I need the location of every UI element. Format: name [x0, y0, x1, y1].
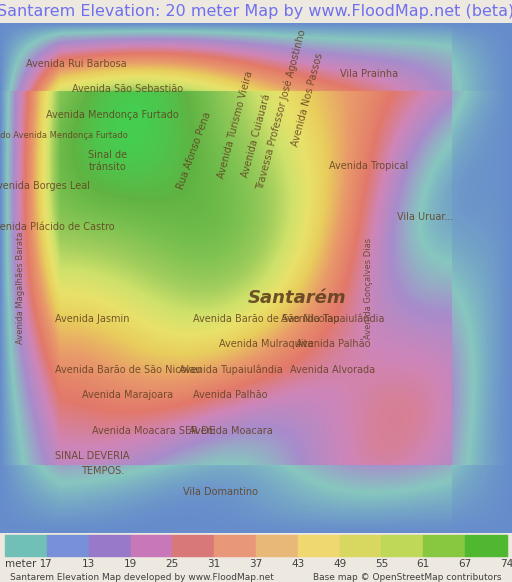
Bar	[339, 535, 381, 556]
Text: Avenida Moacara: Avenida Moacara	[188, 425, 272, 436]
Text: 74: 74	[500, 559, 512, 569]
Text: Avenida Tupaiulândia: Avenida Tupaiulândia	[179, 364, 282, 375]
Text: Santarem Elevation: 20 meter Map by www.FloodMap.net (beta): Santarem Elevation: 20 meter Map by www.…	[0, 4, 512, 19]
Text: Avenida Nos Passos: Avenida Nos Passos	[290, 52, 325, 147]
Bar	[423, 535, 465, 556]
Text: Avenida Cuiauará: Avenida Cuiauará	[240, 93, 272, 178]
Text: Avenida Magalhães Barata: Avenida Magalhães Barata	[16, 232, 25, 345]
Text: 13: 13	[82, 559, 95, 569]
Text: Avenida São Sebastião: Avenida São Sebastião	[72, 84, 184, 94]
Bar	[465, 535, 507, 556]
Text: Avenida Borges Leal: Avenida Borges Leal	[0, 181, 91, 191]
Text: 67: 67	[458, 559, 472, 569]
Text: Avenida Palhão: Avenida Palhão	[193, 390, 268, 400]
Text: Sinal de
tránsito: Sinal de tránsito	[88, 150, 127, 172]
Text: Avenida Tropical: Avenida Tropical	[329, 161, 408, 171]
Text: 49: 49	[333, 559, 346, 569]
Text: Avenida Palhão: Avenida Palhão	[295, 339, 370, 349]
Text: Vila Prainha: Vila Prainha	[339, 69, 398, 79]
Text: Santarém: Santarém	[248, 289, 346, 307]
Text: Avenida Rui Barbosa: Avenida Rui Barbosa	[27, 59, 127, 69]
Text: Avenida Tapaiulândia: Avenida Tapaiulândia	[281, 313, 385, 324]
Bar	[47, 535, 89, 556]
Text: 43: 43	[291, 559, 305, 569]
Bar	[256, 535, 298, 556]
Text: Avenida Barão de São Nicolau: Avenida Barão de São Nicolau	[55, 364, 201, 375]
Text: Avenida Turismo Vieira: Avenida Turismo Vieira	[217, 70, 254, 180]
Text: 31: 31	[207, 559, 221, 569]
Bar	[5, 535, 47, 556]
Text: meter 1: meter 1	[5, 559, 47, 569]
Text: Santarem Elevation Map developed by www.FloodMap.net: Santarem Elevation Map developed by www.…	[10, 573, 274, 582]
Bar	[381, 535, 423, 556]
Text: Vila Uruar...: Vila Uruar...	[397, 212, 453, 222]
Bar	[173, 535, 214, 556]
Text: Base map © OpenStreetMap contributors: Base map © OpenStreetMap contributors	[313, 573, 502, 582]
Text: 55: 55	[375, 559, 388, 569]
Text: Avenida Alvorada: Avenida Alvorada	[290, 364, 375, 375]
Text: A Mendonça Furtado Avenida Mendonça Furtado: A Mendonça Furtado Avenida Mendonça Furt…	[0, 131, 127, 140]
Text: Travessa Professor José Agostinho: Travessa Professor José Agostinho	[255, 29, 308, 191]
Text: Avenida Plácido de Castro: Avenida Plácido de Castro	[0, 222, 115, 232]
Text: Avenida Moacara SER DE: Avenida Moacara SER DE	[92, 425, 215, 436]
Text: SINAL DEVERIA: SINAL DEVERIA	[55, 451, 130, 461]
Text: Vila Domantino: Vila Domantino	[183, 487, 258, 497]
Text: Avenida Jasmin: Avenida Jasmin	[55, 314, 130, 324]
Text: TEMPOS.: TEMPOS.	[81, 466, 124, 477]
Text: Avenida Mulraquita: Avenida Mulraquita	[219, 339, 313, 349]
Text: Avenida Gonçalves Dias: Avenida Gonçalves Dias	[364, 237, 373, 339]
Text: 61: 61	[417, 559, 430, 569]
Bar	[298, 535, 339, 556]
Text: 25: 25	[166, 559, 179, 569]
Text: 37: 37	[249, 559, 263, 569]
Bar	[214, 535, 256, 556]
Bar	[89, 535, 131, 556]
Bar	[131, 535, 173, 556]
Text: 7: 7	[44, 559, 50, 569]
Text: Avenida Barão de São Nicolau: Avenida Barão de São Nicolau	[193, 314, 339, 324]
Text: 19: 19	[124, 559, 137, 569]
Text: Rua Afonso Pena: Rua Afonso Pena	[176, 111, 213, 191]
Text: Avenida Marajoara: Avenida Marajoara	[82, 390, 174, 400]
Text: Avenida Mendonça Furtado: Avenida Mendonça Furtado	[46, 110, 179, 120]
